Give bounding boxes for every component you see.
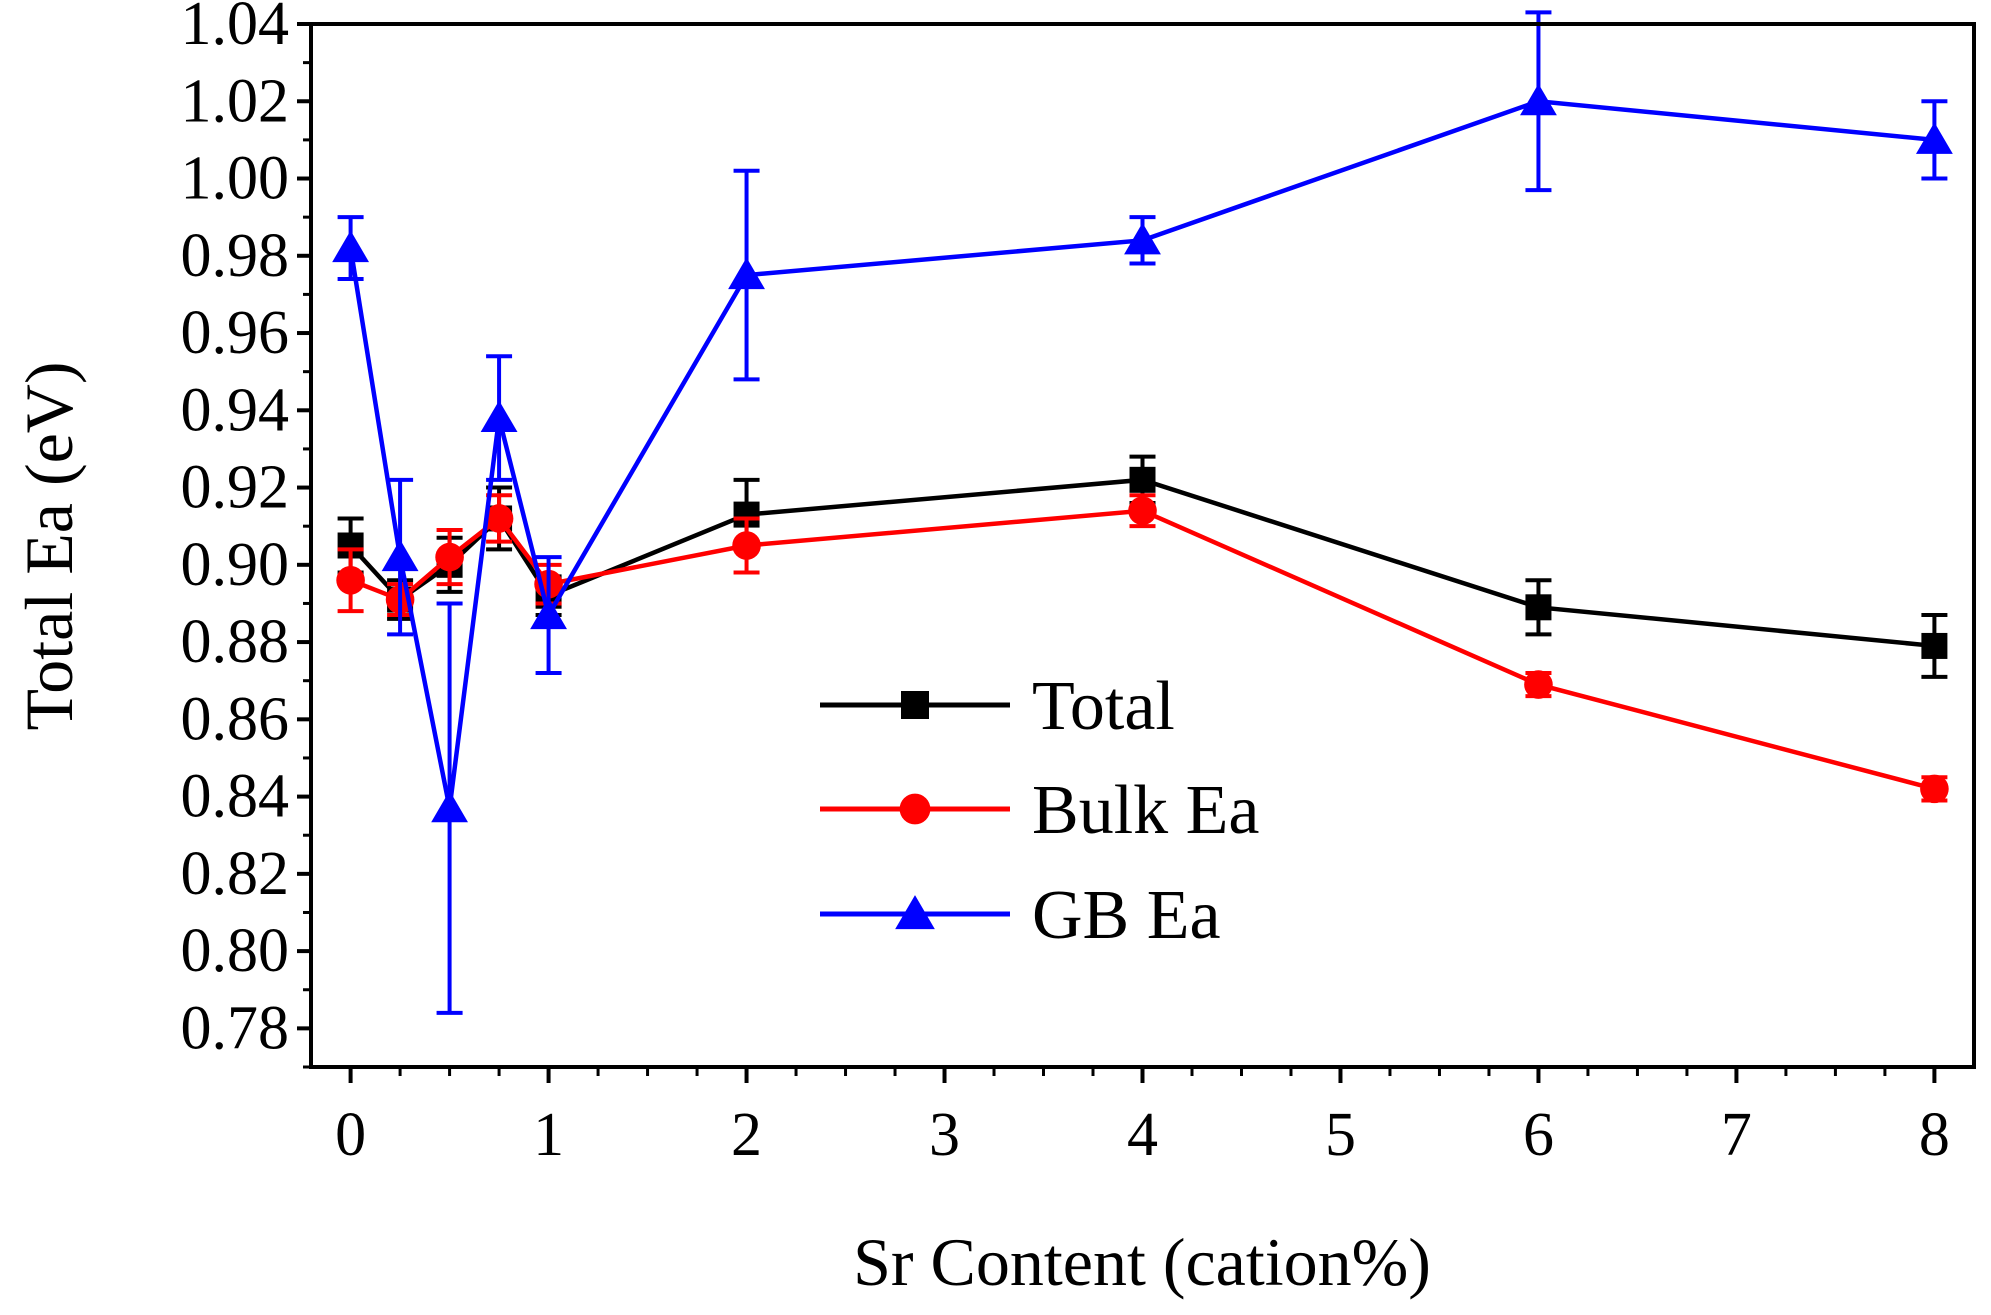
legend-label: Total bbox=[1032, 668, 1175, 745]
legend-marker-total bbox=[901, 691, 929, 719]
legend-label: Bulk Ea bbox=[1032, 772, 1259, 849]
data-point-bulk-ea bbox=[1920, 774, 1949, 804]
y-tick-label: 0.96 bbox=[181, 299, 290, 367]
y-tick-label: 0.82 bbox=[181, 840, 290, 908]
data-point-gb-ea bbox=[1915, 122, 1953, 154]
data-point-gb-ea bbox=[431, 790, 469, 823]
legend-item-gb-ea: GB Ea bbox=[820, 877, 1221, 954]
y-tick-label: 0.84 bbox=[181, 763, 290, 831]
data-point-bulk-ea bbox=[435, 542, 464, 572]
data-point-total bbox=[1525, 594, 1552, 621]
legend-marker-gb-ea bbox=[895, 895, 935, 930]
axes: 0.78 0.80 0.82 0.84 0.86 0.88 0.90 0.92 0.94 0.96… bbox=[181, 0, 1950, 1169]
x-tick-label: 5 bbox=[1325, 1101, 1356, 1169]
data-point-bulk-ea bbox=[732, 531, 761, 560]
data-point-gb-ea bbox=[728, 257, 765, 290]
data-point-bulk-ea bbox=[336, 565, 365, 595]
series-group bbox=[332, 10, 1953, 1015]
x-tick-label: 3 bbox=[929, 1101, 960, 1169]
data-point-gb-ea bbox=[1124, 222, 1161, 255]
y-tick-label: 1.04 bbox=[181, 0, 290, 58]
y-tick-label: 0.86 bbox=[181, 685, 290, 753]
y-tick-label: 0.90 bbox=[181, 531, 290, 599]
x-tick-label: 7 bbox=[1721, 1101, 1752, 1169]
series-gb-ea bbox=[332, 10, 1953, 1015]
legend-item-total: Total bbox=[820, 668, 1175, 745]
y-tick-label: 1.00 bbox=[181, 145, 290, 213]
plot-frame bbox=[309, 22, 1976, 1069]
y-tick-label: 0.98 bbox=[181, 222, 290, 290]
legend-item-bulk-ea: Bulk Ea bbox=[820, 772, 1259, 849]
x-tick-label: 2 bbox=[731, 1101, 762, 1169]
legend-label: GB Ea bbox=[1032, 877, 1221, 954]
data-point-bulk-ea bbox=[1128, 496, 1157, 526]
data-point-total bbox=[1921, 632, 1948, 659]
data-point-gb-ea bbox=[530, 597, 567, 630]
y-tick-label: 1.02 bbox=[181, 67, 290, 135]
data-point-bulk-ea bbox=[484, 504, 514, 533]
y-tick-label: 0.92 bbox=[181, 454, 290, 522]
y-tick-label: 0.88 bbox=[181, 608, 290, 676]
y-axis-title: Total Ea (eV) bbox=[11, 361, 87, 730]
x-tick-label: 8 bbox=[1919, 1101, 1950, 1169]
legend: Total Bulk Ea GB Ea bbox=[820, 668, 1259, 954]
data-point-gb-ea bbox=[1520, 83, 1557, 116]
data-point-total bbox=[1129, 466, 1156, 493]
x-axis-title: Sr Content (cation%) bbox=[853, 1224, 1431, 1300]
x-tick-label: 0 bbox=[335, 1101, 366, 1169]
data-point-bulk-ea bbox=[1524, 670, 1553, 699]
data-point-gb-ea bbox=[480, 400, 518, 433]
y-tick-label: 0.78 bbox=[181, 994, 290, 1062]
legend-marker-bulk-ea bbox=[899, 793, 931, 825]
y-tick-label: 0.80 bbox=[181, 917, 290, 985]
x-tick-label: 4 bbox=[1127, 1101, 1158, 1169]
x-tick-label: 6 bbox=[1523, 1101, 1554, 1169]
data-point-gb-ea bbox=[332, 230, 370, 263]
y-tick-label: 0.94 bbox=[181, 376, 290, 444]
x-tick-label: 1 bbox=[533, 1101, 564, 1169]
data-point-gb-ea bbox=[381, 539, 419, 572]
